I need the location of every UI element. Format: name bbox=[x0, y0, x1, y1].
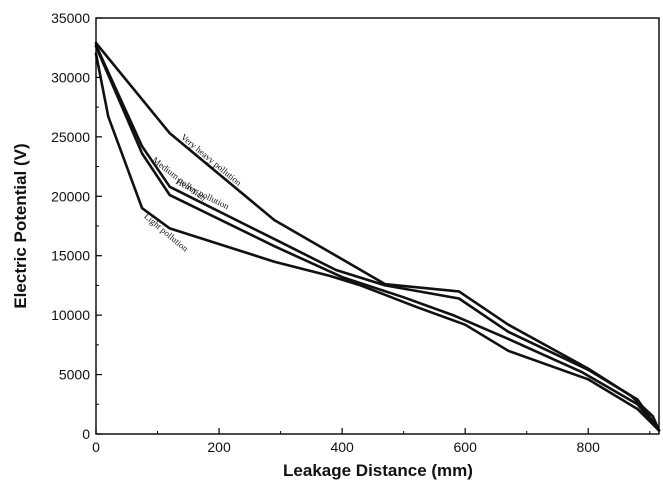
x-tick-label: 400 bbox=[330, 439, 354, 455]
ticks-layer: 0 200 400 600 800 0 5000 10000 15000 20000 25000 30… bbox=[51, 10, 651, 455]
series-line-3 bbox=[94, 45, 661, 432]
y-tick-label: 25000 bbox=[51, 129, 90, 145]
y-tick-label: 35000 bbox=[51, 10, 90, 26]
series-line-4 bbox=[94, 52, 661, 432]
y-tick-label: 20000 bbox=[51, 188, 90, 204]
y-axis-title: Electric Potential (V) bbox=[11, 143, 30, 308]
y-tick-label: 10000 bbox=[51, 307, 90, 323]
x-axis-title: Leakage Distance (mm) bbox=[283, 461, 473, 480]
y-tick-label: 30000 bbox=[51, 69, 90, 85]
x-tick-label: 800 bbox=[577, 439, 601, 455]
series-line-2 bbox=[94, 43, 661, 432]
x-tick-label: 600 bbox=[454, 439, 478, 455]
series-layer bbox=[94, 41, 661, 432]
x-tick-label: 200 bbox=[207, 439, 231, 455]
plot-frame bbox=[95, 17, 660, 435]
y-tick-label: 0 bbox=[82, 426, 90, 442]
y-tick-label: 5000 bbox=[59, 367, 90, 383]
y-tick-label: 15000 bbox=[51, 248, 90, 264]
x-tick-label: 0 bbox=[92, 439, 100, 455]
